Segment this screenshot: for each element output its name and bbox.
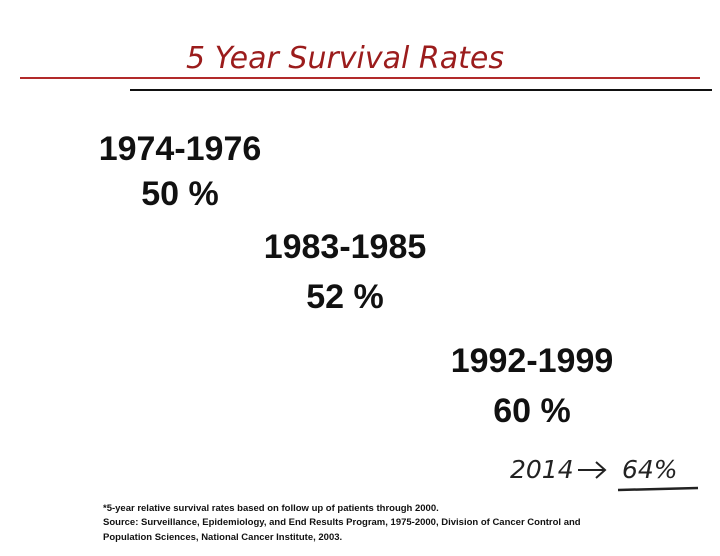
period-years: 1974-1976 (99, 130, 262, 168)
annotation-rate: 64% (622, 455, 678, 484)
arrow (578, 461, 607, 479)
footnote-line: Population Sciences, National Cancer Ins… (103, 532, 342, 543)
period-years: 1992-1999 (451, 342, 614, 380)
underline (617, 486, 699, 492)
title: 5 Year Survival Rates (186, 41, 504, 76)
period-rate: 52 % (306, 278, 384, 316)
annotation-year: 2014 (510, 455, 574, 484)
period-rate: 50 % (141, 175, 219, 213)
period-rate: 60 % (493, 392, 571, 430)
period-years: 1983-1985 (264, 228, 427, 266)
footnote-line: *5-year relative survival rates based on… (103, 503, 439, 514)
footnote-line: Source: Surveillance, Epidemiology, and … (103, 517, 581, 528)
